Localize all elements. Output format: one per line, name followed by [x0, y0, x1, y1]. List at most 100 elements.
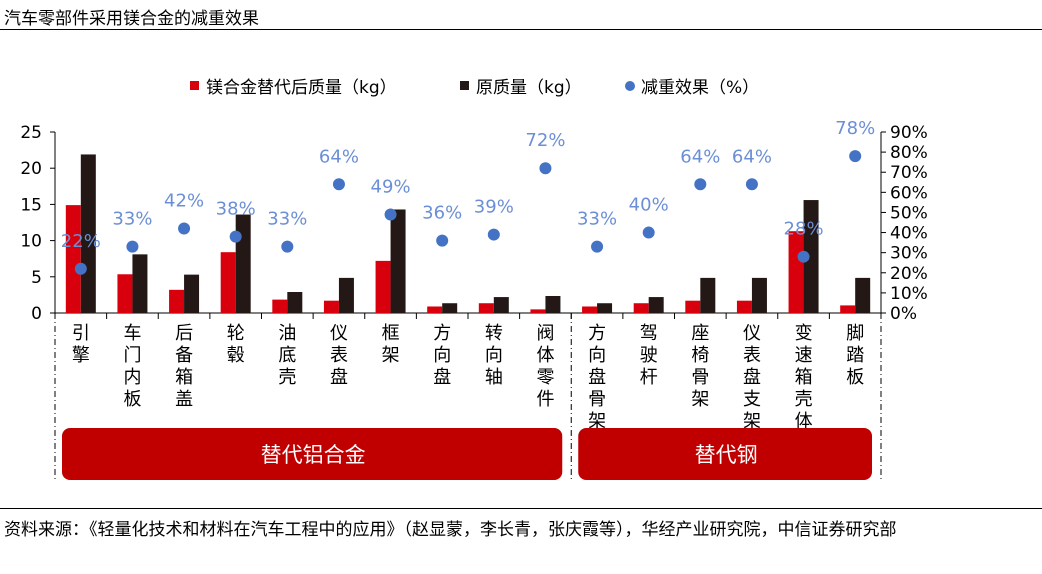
bar-magnesium	[840, 305, 856, 313]
category-label-char: 车	[123, 323, 141, 344]
bar-original	[390, 209, 406, 313]
point-reduction	[539, 162, 552, 175]
category-label-char: 向	[588, 345, 606, 366]
right-tick-label: 40%	[890, 224, 928, 244]
bar-magnesium	[427, 306, 443, 313]
data-label: 64%	[680, 146, 720, 167]
point-reduction	[797, 250, 810, 263]
category-label-char: 件	[536, 389, 554, 410]
point-reduction	[591, 240, 604, 253]
category-label-char: 盖	[175, 389, 193, 410]
legend-marker	[625, 81, 635, 91]
data-label: 42%	[164, 191, 204, 212]
bar-original	[287, 292, 303, 313]
data-label: 33%	[112, 209, 152, 230]
category-label-char: 椅	[691, 345, 709, 366]
left-tick-label: 5	[31, 268, 42, 288]
category-label-char: 架	[743, 411, 761, 432]
category-label-char: 架	[382, 345, 400, 366]
category-label-char: 架	[588, 411, 606, 432]
right-tick-label: 30%	[890, 244, 928, 264]
point-reduction	[745, 178, 758, 191]
point-reduction	[694, 178, 707, 191]
bar-original	[648, 297, 664, 313]
point-reduction	[126, 240, 139, 253]
data-label: 64%	[319, 146, 359, 167]
category-label-char: 方	[433, 323, 451, 344]
bar-original	[597, 303, 613, 313]
category-label-char: 底	[278, 345, 296, 366]
category-label-char: 杆	[640, 367, 658, 388]
data-label: 38%	[216, 199, 256, 220]
bar-magnesium	[65, 205, 81, 313]
category-label-char: 转	[485, 323, 503, 344]
point-reduction	[642, 226, 655, 239]
category-label-char: 盘	[433, 367, 451, 388]
data-label: 72%	[525, 130, 565, 151]
right-tick-label: 0%	[890, 304, 917, 324]
bar-magnesium	[582, 306, 598, 313]
left-tick-label: 0	[31, 304, 42, 324]
category-label-char: 驶	[640, 345, 658, 366]
bar-magnesium	[736, 300, 752, 313]
category-label-char: 轮	[227, 323, 245, 344]
point-reduction	[332, 178, 345, 191]
category-label-char: 后	[175, 323, 193, 344]
category-label-char: 体	[536, 345, 554, 366]
category-label-char: 箱	[795, 367, 813, 388]
bar-magnesium	[530, 309, 546, 313]
category-label-char: 引	[72, 323, 90, 344]
group-band	[62, 428, 563, 480]
category-label-char: 框	[382, 323, 400, 344]
category-label-char: 架	[691, 389, 709, 410]
category-label-char: 壳	[278, 367, 296, 388]
category-label-char: 板	[123, 389, 141, 410]
legend-label: 镁合金替代后质量（kg）	[206, 78, 397, 98]
data-label: 33%	[577, 209, 617, 230]
data-label: 33%	[267, 209, 307, 230]
point-reduction	[384, 208, 397, 221]
divider	[0, 508, 1042, 509]
bar-original	[493, 297, 509, 313]
category-label-char: 支	[743, 389, 761, 410]
category-label-char: 备	[175, 345, 193, 366]
left-tick-label: 10	[20, 232, 42, 252]
category-label-char: 表	[330, 345, 348, 366]
point-reduction	[487, 228, 500, 241]
category-label-char: 箱	[175, 367, 193, 388]
category-label-char: 零	[536, 367, 554, 388]
category-label-char: 骨	[588, 389, 606, 410]
category-label-char: 脚	[846, 323, 864, 344]
data-label: 22%	[61, 231, 101, 252]
bar-magnesium	[633, 303, 649, 313]
data-label: 28%	[784, 219, 824, 240]
point-reduction	[178, 222, 191, 235]
category-label-char: 阀	[536, 323, 554, 344]
category-label-char: 变	[795, 323, 813, 344]
data-label: 64%	[732, 146, 772, 167]
category-label-char: 仪	[330, 323, 348, 344]
bar-original	[700, 277, 716, 313]
bar-magnesium	[685, 300, 701, 313]
legend-swatch	[460, 81, 469, 90]
bar-magnesium	[169, 289, 185, 313]
category-label-char: 擎	[72, 345, 90, 366]
source-note: 资料来源：《轻量化技术和材料在汽车工程中的应用》（赵显蒙，李长青，张庆霞等），华…	[4, 520, 897, 540]
point-reduction	[281, 240, 294, 253]
right-tick-label: 50%	[890, 203, 928, 223]
category-label-char: 仪	[743, 323, 761, 344]
bar-original	[855, 277, 871, 313]
category-label-char: 壳	[795, 389, 813, 410]
data-label: 49%	[371, 176, 411, 197]
bar-magnesium	[375, 260, 391, 313]
right-tick-label: 20%	[890, 264, 928, 284]
category-label-char: 油	[278, 323, 296, 344]
category-label-char: 表	[743, 345, 761, 366]
category-label-char: 向	[485, 345, 503, 366]
data-label: 78%	[835, 118, 875, 139]
data-label: 40%	[629, 195, 669, 216]
category-label-char: 内	[123, 367, 141, 388]
left-tick-label: 15	[20, 195, 42, 215]
bar-magnesium	[323, 300, 339, 313]
category-label-char: 向	[433, 345, 451, 366]
